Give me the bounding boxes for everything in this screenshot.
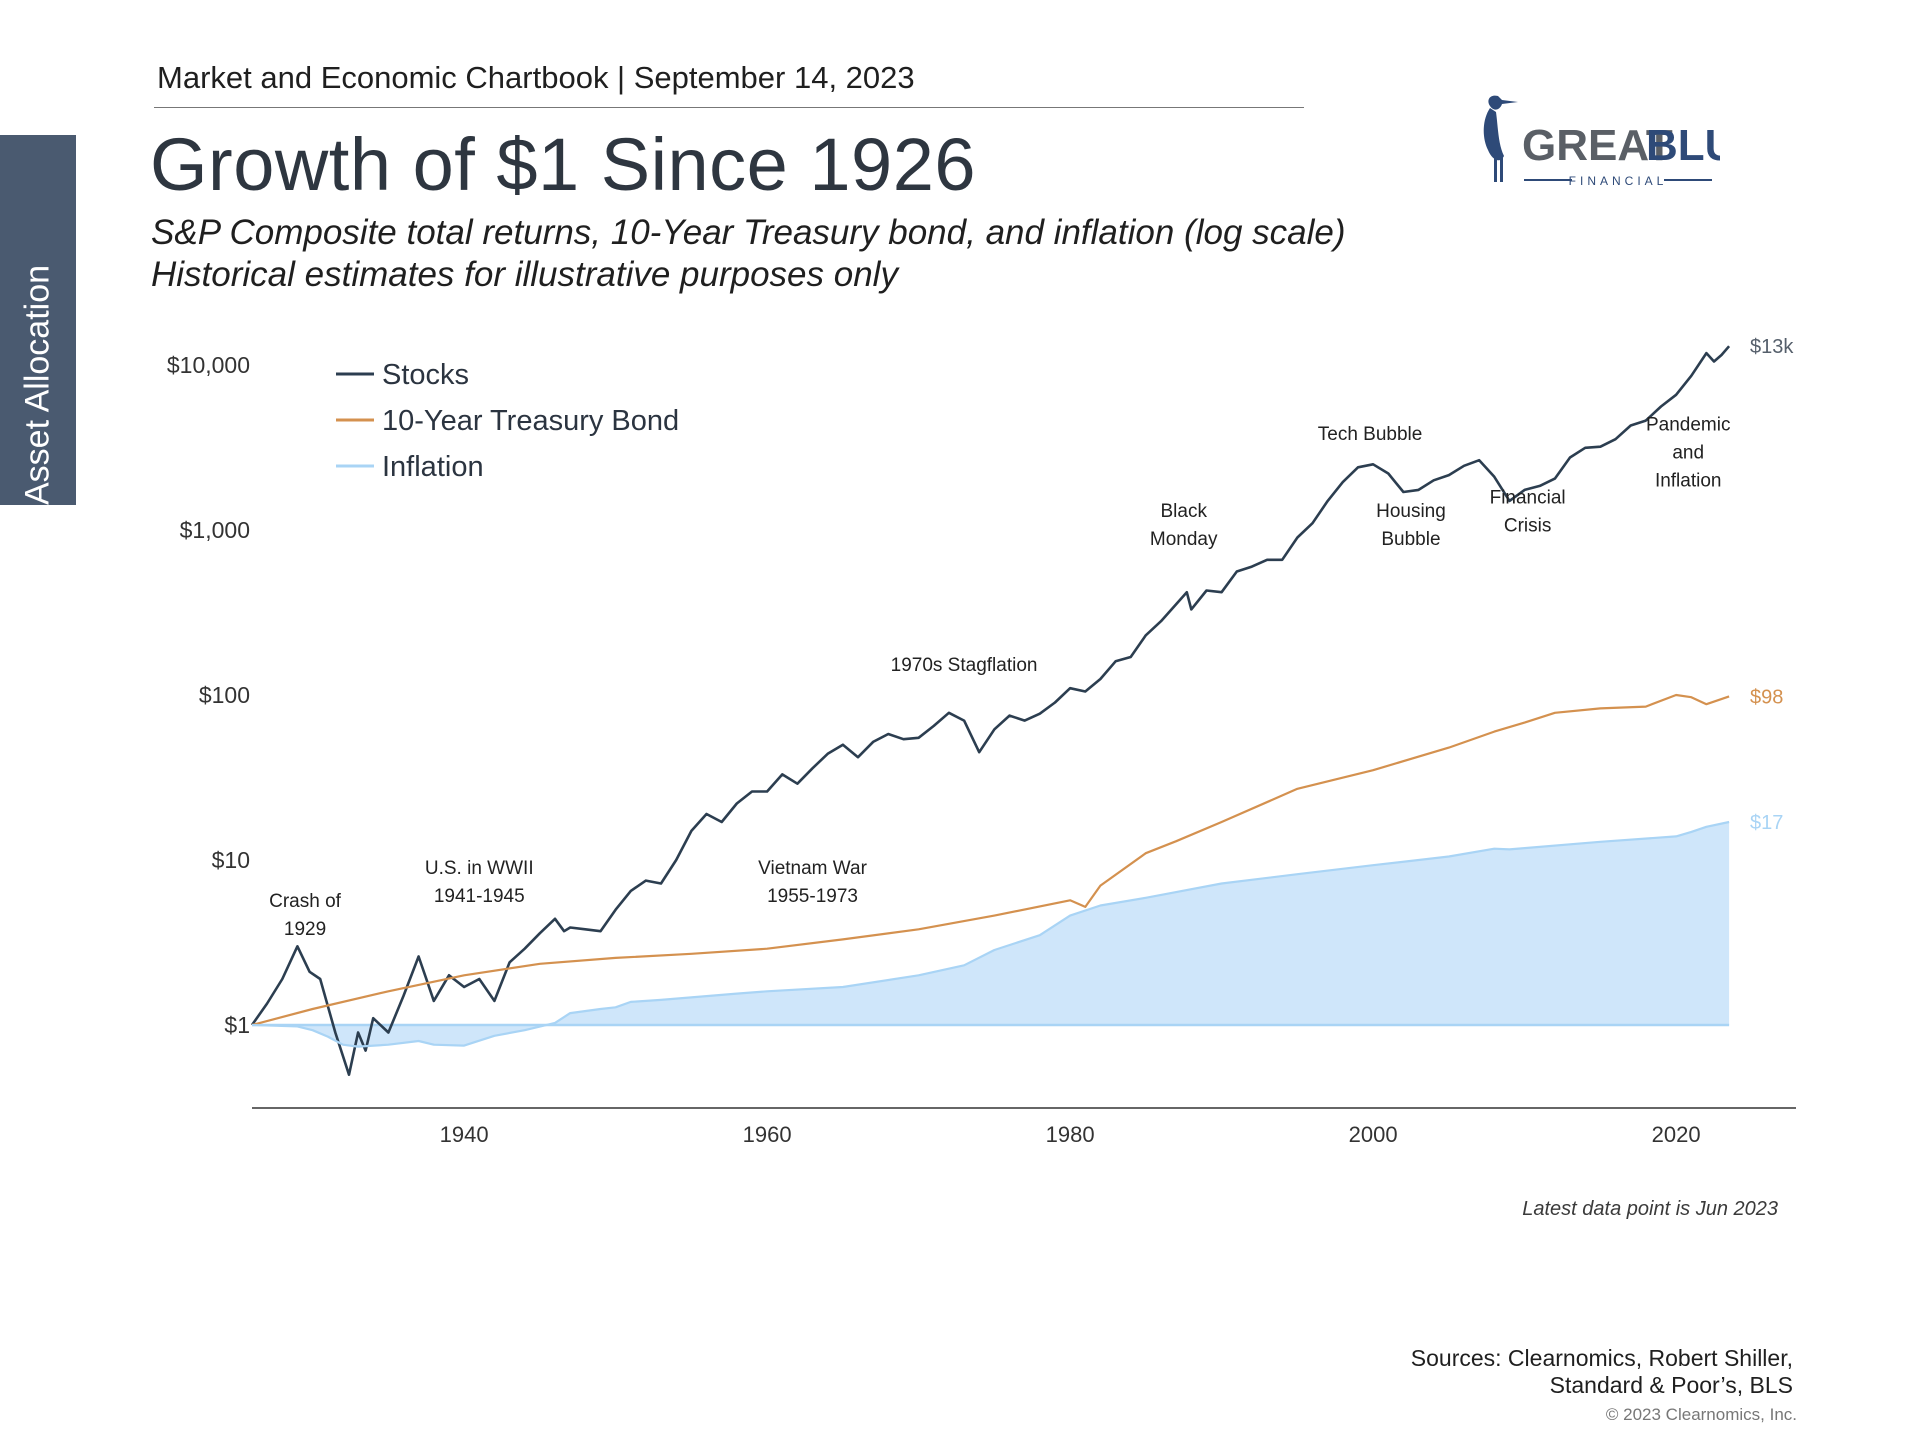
inflation-area [252,822,1730,1047]
annotation-vietnam-war-1955-1973: Vietnam War 1955-1973 [758,858,867,907]
axes-layer: 1940 1960 1980 2000 2020 $1 $10 $100 $1,000 $10,0… [167,352,1796,1147]
company-logo: GREAT BLUE FINANCIAL [1483,95,1720,188]
annotations-layer: Crash of 1929 U.S. in WWII 1941-1945 Vietnam… [269,415,1730,940]
series-line-stocks [250,345,1731,1076]
x-tick-label-1960: 1960 [743,1122,792,1147]
x-tick-label-1980: 1980 [1046,1122,1095,1147]
chart-subtitle-line2: Historical estimates for illustrative pu… [151,255,898,294]
y-tick-label-100: $100 [199,682,250,708]
logo-tagline: FINANCIAL [1569,174,1668,188]
y-tick-label-1000: $1,000 [180,517,250,543]
sources-line1: Sources: Clearnomics, Robert Shiller, [1410,1345,1793,1371]
y-tick-label-10000: $10,000 [167,352,250,378]
series-lines-layer [250,345,1731,1076]
y-tick-label-1: $1 [224,1012,250,1038]
legend-label-10-year-treasury-bond: 10-Year Treasury Bond [382,405,679,437]
annotation-housing-bubble: Housing Bubble [1376,501,1446,550]
x-tick-label-2020: 2020 [1652,1122,1701,1147]
annotation-pandemic-and-inflation: Pandemic and Inflation [1646,415,1731,492]
copyright: © 2023 Clearnomics, Inc. [1605,1405,1797,1424]
header-divider [154,107,1304,108]
inflation-area-layer [252,822,1730,1047]
legend-label-stocks: Stocks [382,359,469,391]
sources-note: Sources: Clearnomics, Robert Shiller, St… [1300,1345,1793,1399]
annotation-u-s-in-wwii-1941-1945: U.S. in WWII 1941-1945 [425,858,534,907]
end-labels-layer: $13k $98 $17 [1750,336,1794,834]
sources-line2: Standard & Poor’s, BLS [1549,1372,1793,1398]
annotation-black-monday: Black Monday [1150,501,1218,550]
x-tick-label-1940: 1940 [440,1122,489,1147]
annotation-crash-of-1929: Crash of 1929 [269,891,342,940]
annotation-tech-bubble: Tech Bubble [1318,424,1423,445]
annotation-financial-crisis: Financial Crisis [1490,487,1566,536]
logo-word-blue: BLUE [1646,121,1720,170]
x-tick-label-2000: 2000 [1349,1122,1398,1147]
page-title: Growth of $1 Since 1926 [150,123,977,206]
logo-word-great: GREAT [1522,121,1673,170]
section-tab: Asset Allocation [0,135,76,505]
latest-data-note: Latest data point is Jun 2023 [1522,1198,1778,1220]
end-label-stocks: $13k [1750,336,1794,358]
series-line-inflation [251,820,1730,1048]
chartbook-header: Market and Economic Chartbook | Septembe… [157,60,915,95]
series-line-10-year-treasury-bond [251,693,1730,1027]
annotation-1970s-stagflation: 1970s Stagflation [891,655,1038,676]
end-label-inflation: $17 [1750,812,1783,834]
heron-icon [1483,95,1518,182]
end-label-10-year-treasury-bond: $98 [1750,686,1783,708]
chart-legend: Stocks 10-Year Treasury Bond Inflation [336,359,679,483]
legend-label-inflation: Inflation [382,451,484,483]
logo-tagline-bg [1572,174,1664,186]
chart-subtitle-line1: S&P Composite total returns, 10-Year Tre… [151,213,1346,252]
y-tick-label-10: $10 [212,847,250,873]
